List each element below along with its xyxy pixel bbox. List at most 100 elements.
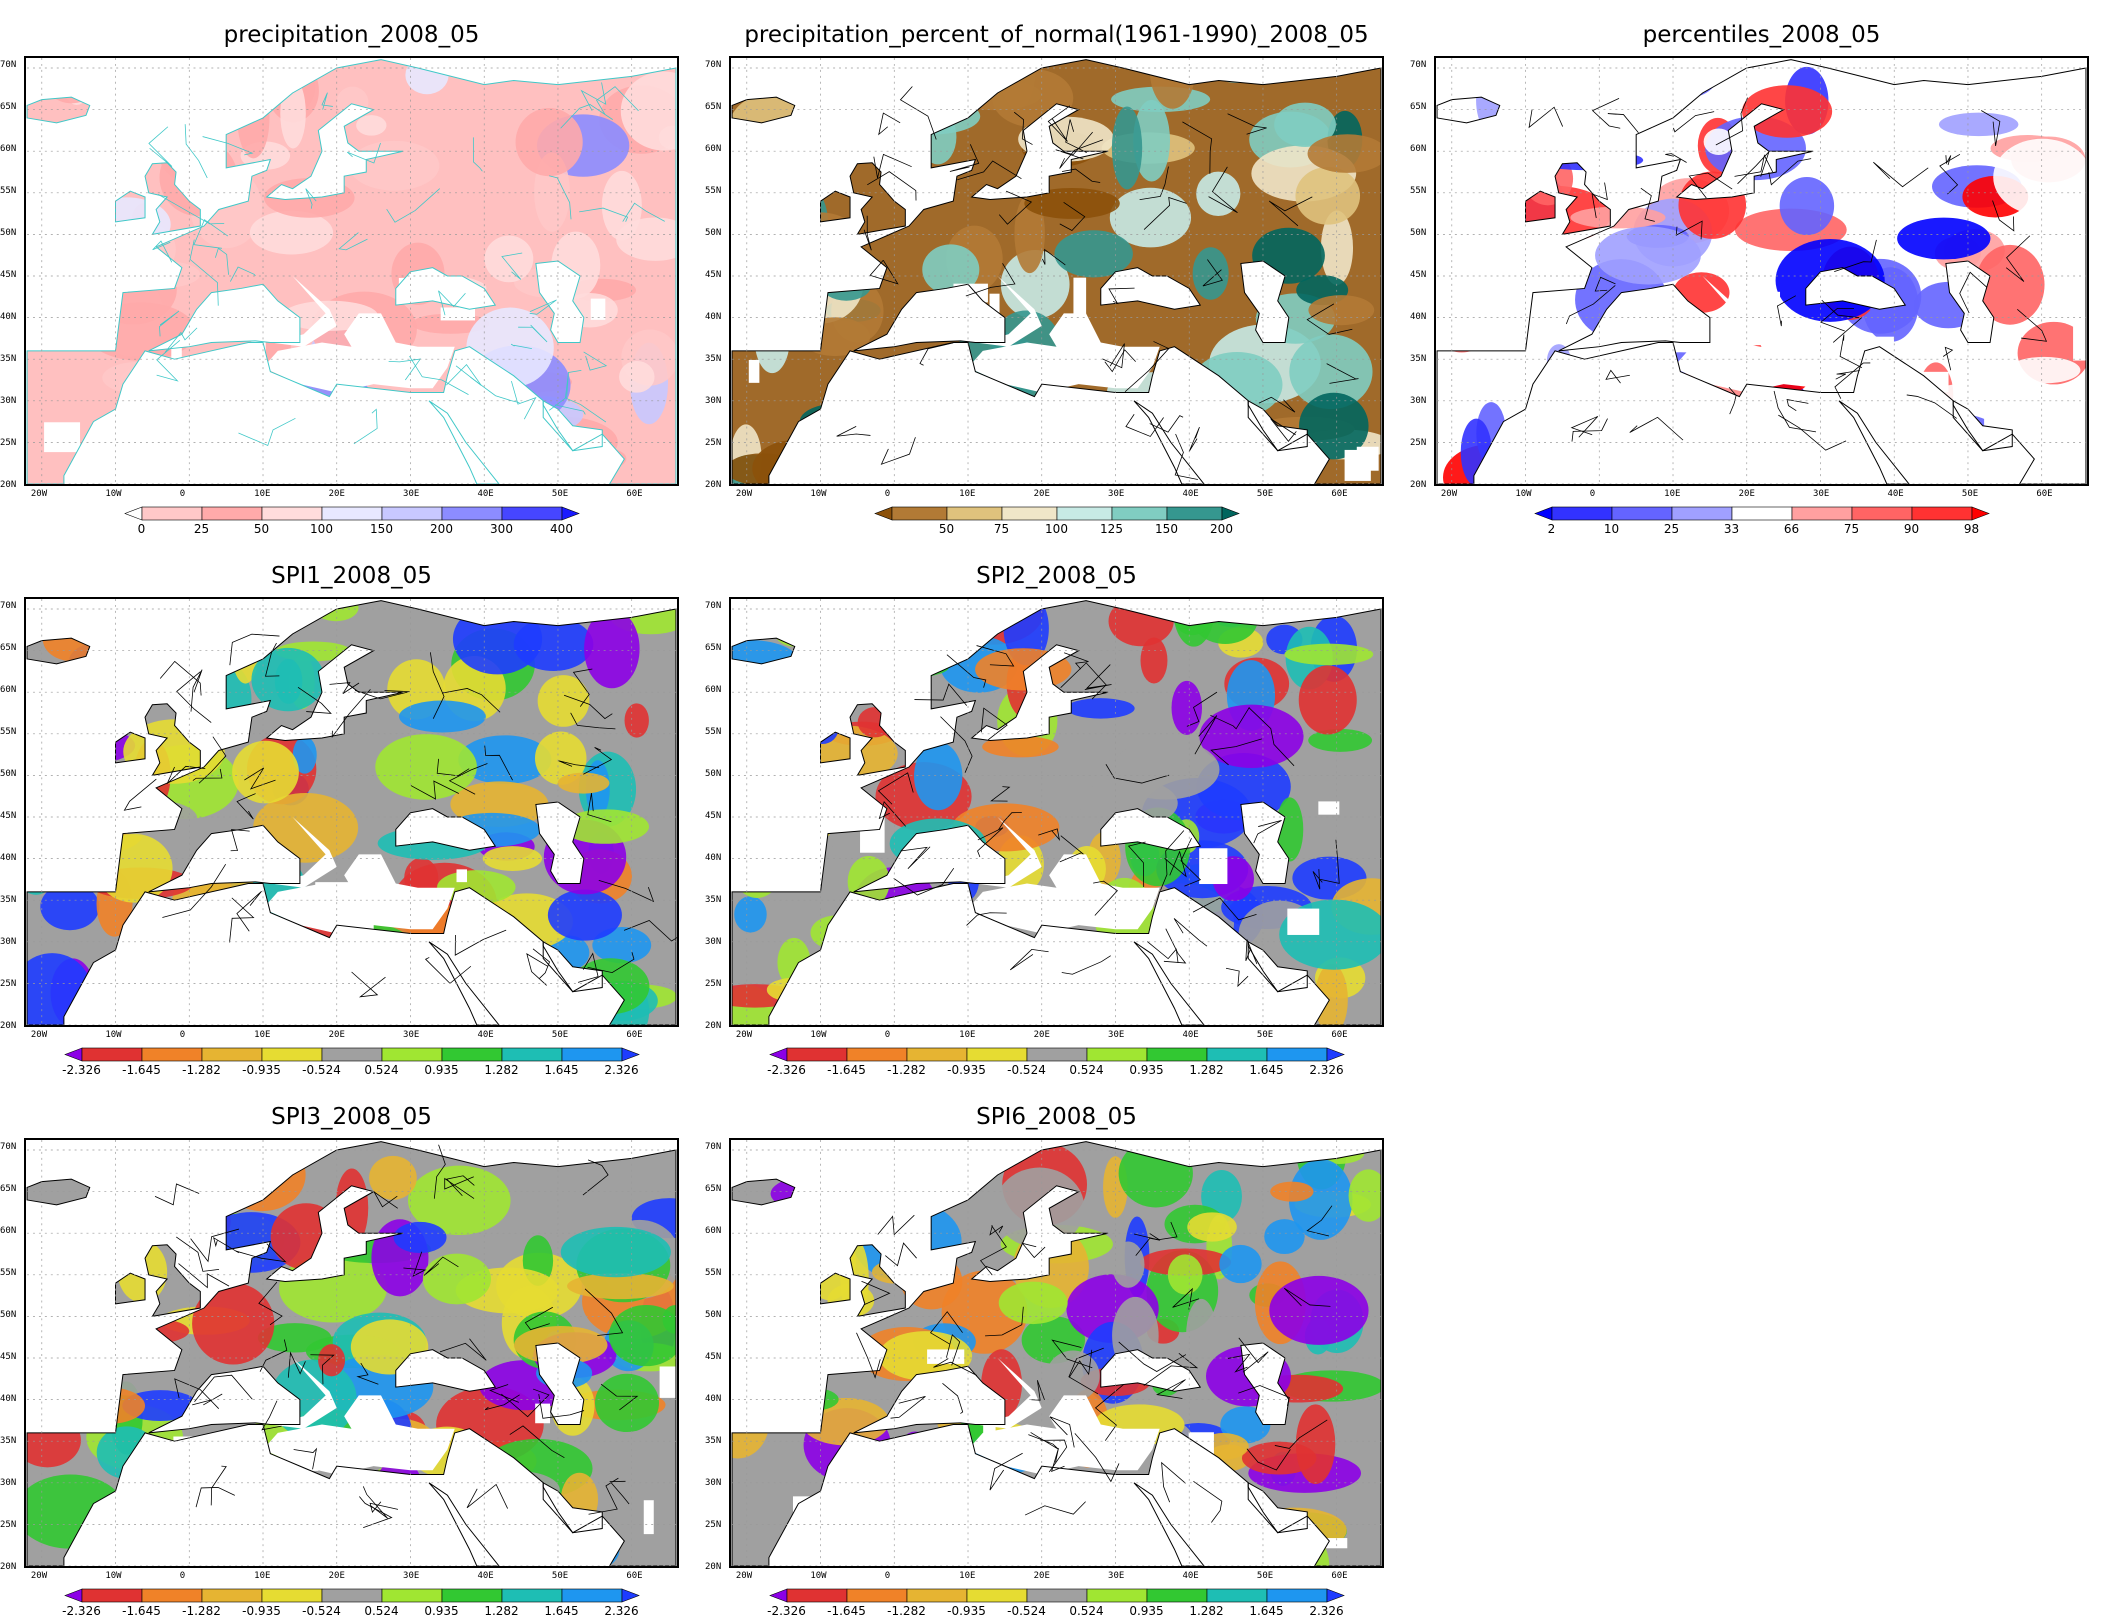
border-line: [351, 971, 386, 998]
border-line: [1164, 850, 1187, 878]
border-line: [148, 126, 173, 167]
colorbar-segment: [201, 1047, 262, 1062]
border-line: [572, 668, 593, 707]
border-line: [1068, 1347, 1104, 1395]
coastline: [144, 1244, 201, 1318]
border-line: [178, 1263, 230, 1289]
field-blob: [775, 621, 816, 647]
panel-title: percentiles_2008_05: [1642, 22, 1881, 48]
field-blob: [515, 108, 583, 177]
border-line: [1594, 276, 1616, 292]
colorbar-container: [873, 506, 1240, 525]
colorbar-tick-label: 300: [490, 522, 513, 536]
border-line: [596, 86, 639, 115]
border-line: [1135, 1233, 1161, 1256]
colorbar-tick-label: -1.282: [182, 1604, 221, 1618]
lon-tick-label: 50E: [551, 1571, 569, 1581]
field-blob: [560, 1226, 671, 1278]
lat-tick-label: 70N: [705, 1142, 722, 1153]
field-blob: [838, 600, 930, 647]
coastline: [853, 824, 1006, 893]
border-line: [976, 645, 1015, 667]
field-blob: [783, 184, 829, 263]
field-blob: [356, 115, 387, 136]
colorbar-segment: [786, 1047, 847, 1062]
lon-tick-label: 20E: [328, 489, 345, 499]
border-line: [470, 376, 520, 404]
panel-spi1: SPI1_2008_05 70N 65N 60N 55N 50N 45N 40N 35N 30N 2…: [0, 541, 705, 1082]
field-blob: [1205, 59, 1271, 83]
border-line: [1055, 131, 1093, 160]
colorbar-tick-label: 0.524: [1069, 1604, 1104, 1618]
lat-tick-label: 65N: [705, 102, 722, 113]
border-line: [1186, 691, 1218, 727]
colorbar-segment: [441, 1588, 502, 1603]
lat-tick-label: 65N: [0, 102, 17, 113]
map-svg: [731, 599, 1382, 1025]
border-line: [880, 437, 916, 465]
field-blob: [27, 1231, 103, 1298]
border-line: [354, 689, 410, 700]
border-line: [1675, 220, 1703, 240]
field-blob: [292, 736, 317, 774]
border-line: [609, 1480, 630, 1505]
lat-tick-label: 65N: [0, 643, 17, 654]
coastline: [265, 103, 404, 200]
border-line: [878, 112, 901, 136]
water-body: [263, 854, 455, 934]
field-blob: [452, 603, 543, 675]
colorbar-tick-label: -0.524: [302, 1604, 341, 1618]
lon-tick-label: 20E: [1738, 489, 1755, 499]
field-blob: [83, 197, 171, 252]
border-line: [1031, 1380, 1045, 1401]
lat-tick-label: 25N: [0, 979, 17, 989]
border-line: [362, 1486, 388, 1519]
no-data-patch: [75, 856, 96, 892]
field-blob: [821, 269, 872, 301]
field-blob: [922, 934, 1005, 965]
field-blob: [810, 915, 862, 950]
colorbar-tick-label: 50: [938, 522, 955, 536]
field-blob: [1897, 217, 1991, 260]
coastline: [428, 1482, 500, 1566]
border-line: [1605, 369, 1630, 384]
field-blob: [484, 235, 534, 283]
field-blob: [27, 1292, 68, 1368]
field-blob: [658, 125, 676, 150]
colorbar-tick-label: -1.645: [122, 1063, 161, 1077]
colorbar-segment: [1206, 1588, 1267, 1603]
coastline: [1240, 801, 1290, 885]
field-blob: [732, 1255, 801, 1298]
field-blob: [1703, 128, 1734, 155]
lon-tick-label: 10E: [959, 1030, 976, 1040]
border-line: [885, 1242, 917, 1267]
coastline: [535, 260, 585, 344]
field-blob: [407, 1165, 511, 1236]
water-body: [1676, 103, 1814, 200]
water-body: [266, 644, 404, 741]
border-line: [238, 417, 296, 446]
water-body: [263, 1395, 455, 1475]
map-frame: [24, 597, 679, 1027]
colorbar-tick-label: -2.326: [62, 1063, 101, 1077]
border-line: [1143, 1352, 1199, 1386]
colorbar-tick-label: 0.524: [364, 1604, 399, 1618]
lon-tick-label: 20W: [735, 489, 753, 499]
lat-tick-label: 50N: [705, 769, 722, 780]
lat-tick-label: 50N: [0, 228, 17, 239]
lat-tick-label: 25N: [1410, 438, 1427, 448]
border-line: [1728, 386, 1737, 415]
lat-tick-label: 50N: [705, 228, 722, 239]
field-blob: [624, 703, 649, 738]
border-line: [524, 1306, 554, 1331]
field-blob: [1484, 241, 1569, 288]
colorbar-tick-label: 0.524: [1069, 1063, 1104, 1077]
border-line: [1104, 349, 1136, 373]
border-line: [157, 193, 225, 225]
lon-tick-label: 20W: [30, 489, 48, 499]
field-blob: [27, 734, 97, 811]
border-line: [873, 153, 912, 179]
colorbar-segment: [501, 1047, 562, 1062]
field-blob: [34, 1320, 127, 1360]
border-line: [980, 1225, 1007, 1276]
